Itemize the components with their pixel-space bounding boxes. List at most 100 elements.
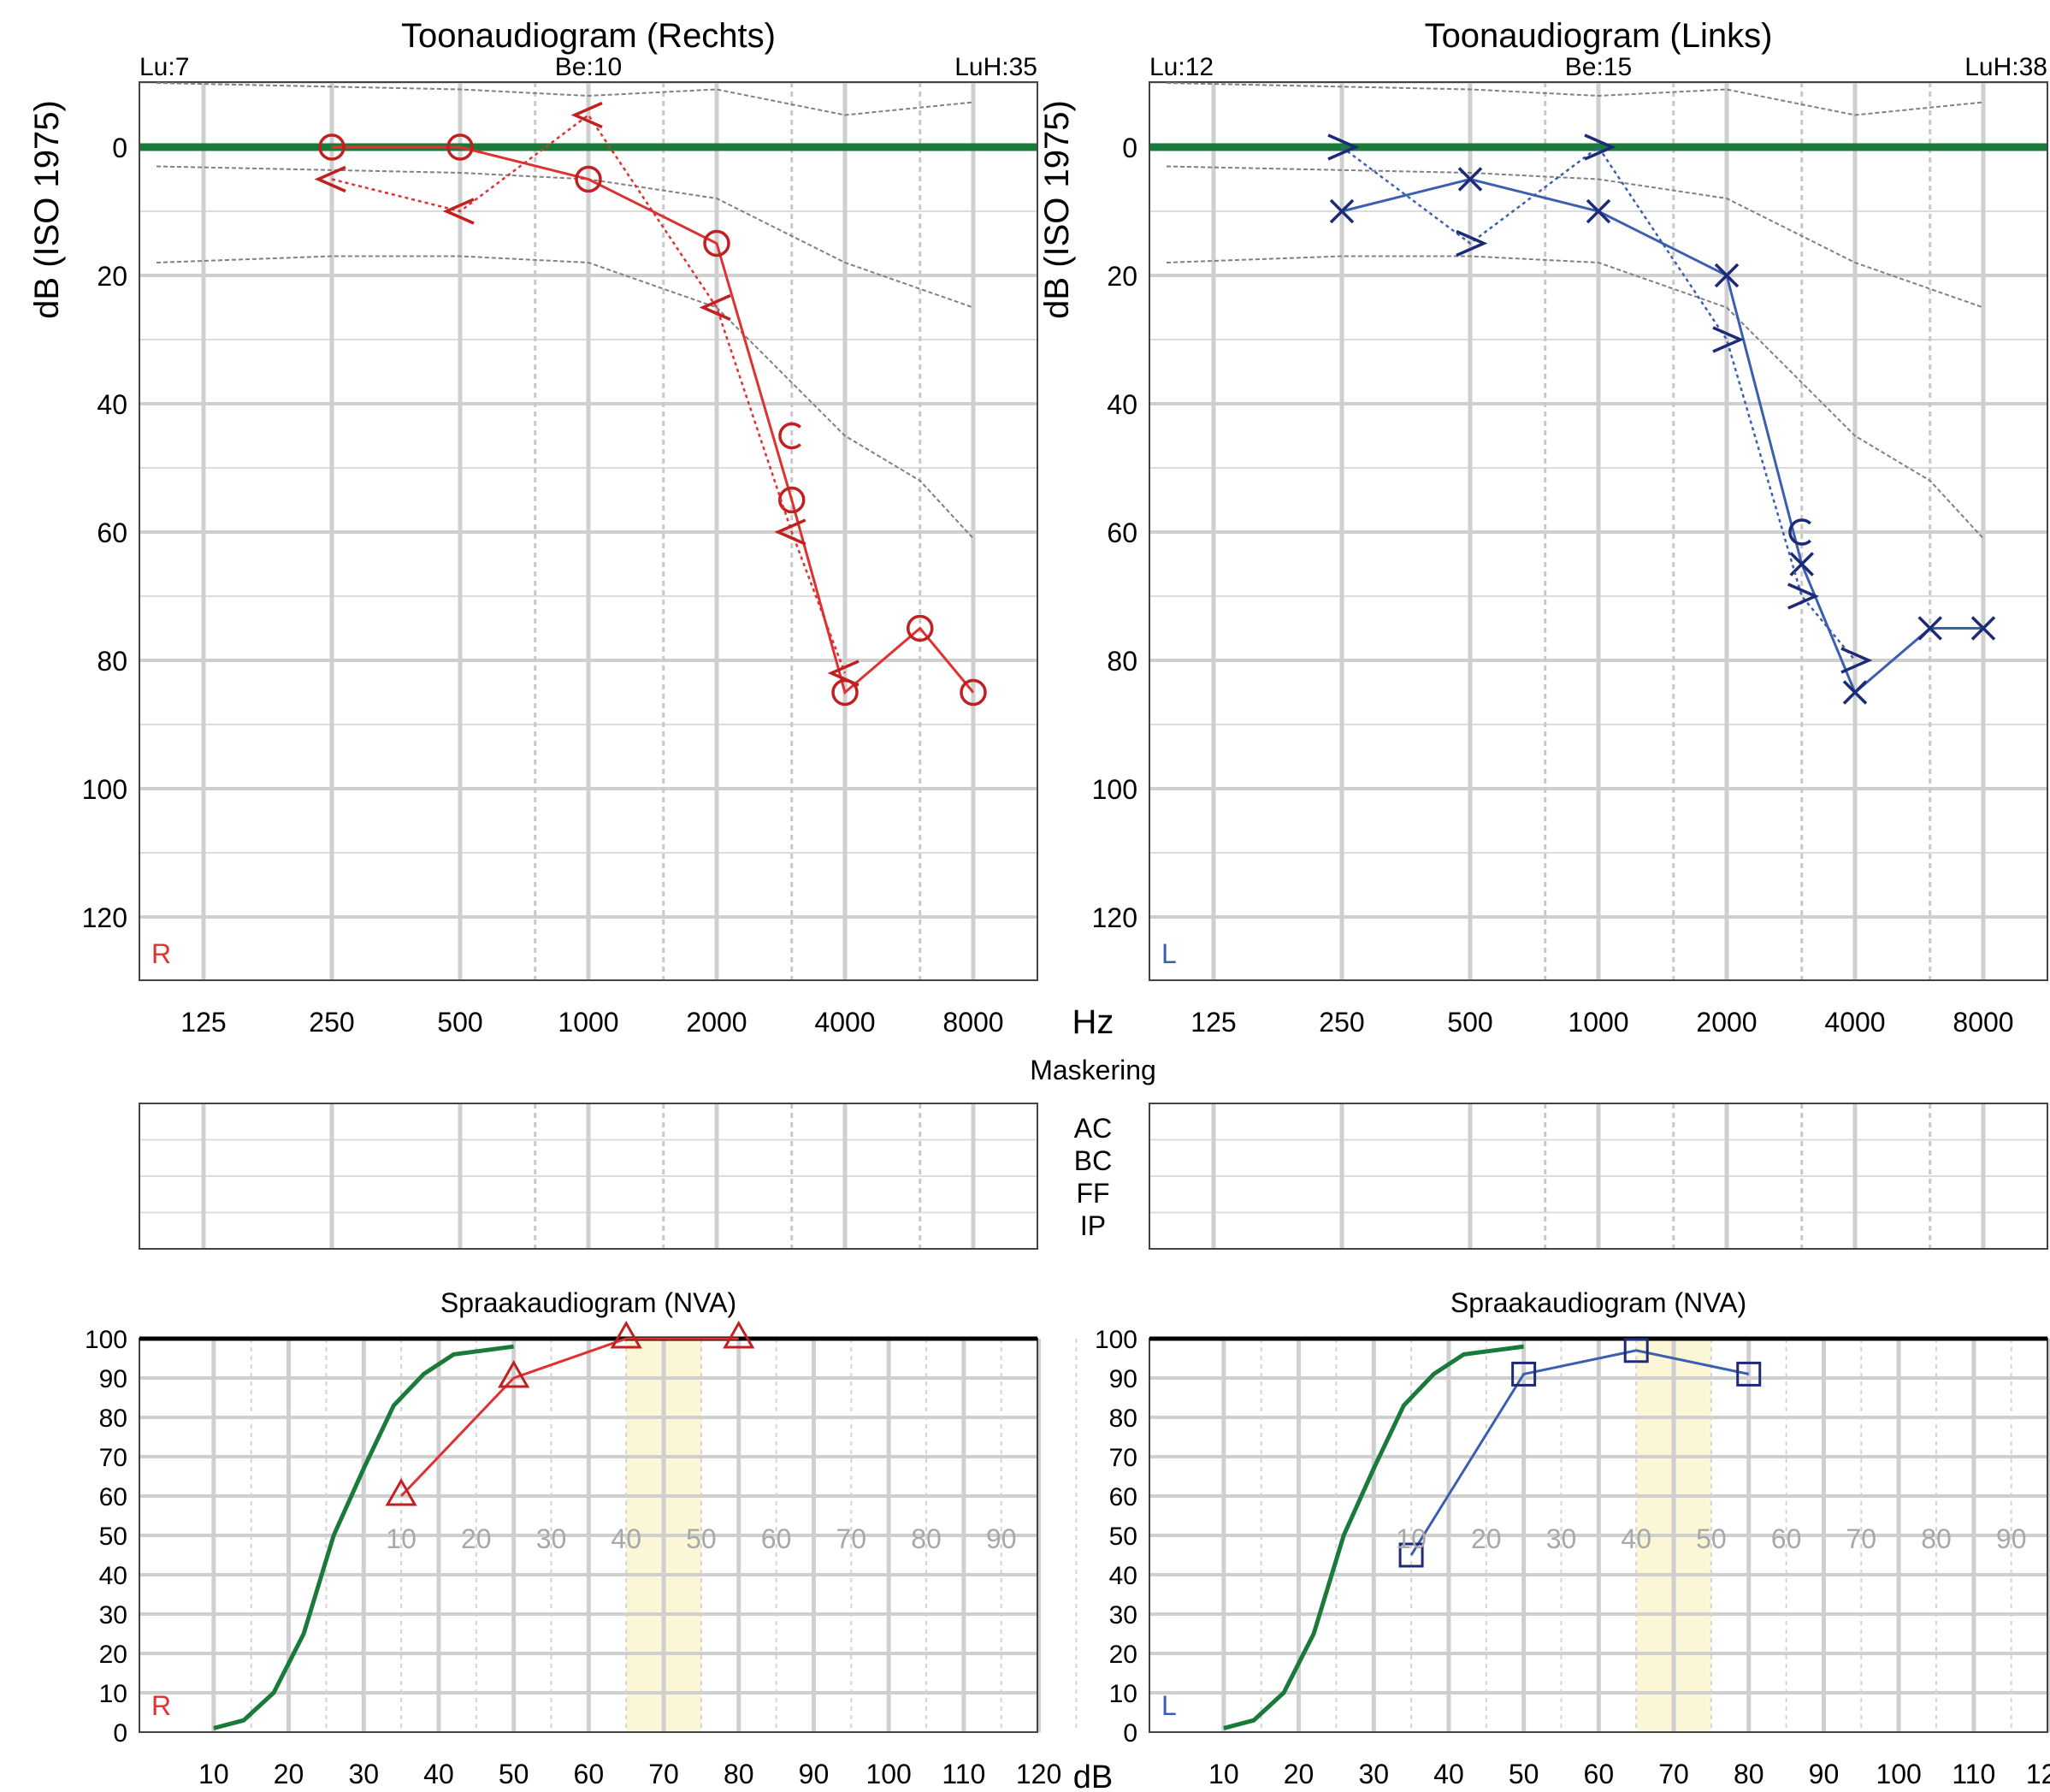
speech-x-tick: 90	[1809, 1759, 1840, 1789]
speech-y-tick: 40	[1109, 1562, 1137, 1590]
speech-inner-tick: 70	[836, 1523, 867, 1554]
speech-y-tick: 80	[99, 1405, 127, 1433]
speech-chart-title: Spraakaudiogram (NVA)	[1450, 1287, 1746, 1318]
norm-reference-line	[1166, 255, 1984, 540]
y-tick-label: 80	[1107, 646, 1137, 677]
speech-inner-tick: 30	[536, 1523, 567, 1554]
speech-x-tick: 110	[942, 1759, 985, 1789]
chart-title: Toonaudiogram (Links)	[1425, 17, 1773, 55]
tone-plot-frame	[1149, 81, 2048, 981]
side-label: R	[151, 1690, 171, 1721]
speech-x-tick: 70	[1658, 1759, 1689, 1789]
x-tick-label: 4000	[814, 1007, 875, 1038]
y-tick-label: 60	[97, 517, 127, 548]
speech-inner-tick: 40	[611, 1523, 641, 1554]
y-tick-label: 40	[97, 389, 127, 420]
header-be: Be:15	[1565, 53, 1632, 81]
speech-x-tick: 60	[574, 1759, 605, 1789]
speech-inner-tick: 80	[1921, 1523, 1952, 1554]
speech-y-tick: 0	[1123, 1719, 1137, 1748]
bone-conduction-marker	[1787, 583, 1820, 610]
ucl-c-marker	[778, 422, 801, 450]
speech-x-unit-label: dB	[1073, 1759, 1113, 1792]
speech-triangle-marker	[498, 1359, 530, 1388]
x-tick-label: 1000	[1568, 1007, 1628, 1038]
speech-x-tick: 20	[274, 1759, 304, 1789]
bone-conduction-marker	[442, 198, 475, 225]
y-axis-label: dB (ISO 1975)	[28, 100, 66, 319]
air-conduction-line	[332, 145, 975, 695]
speech-inner-tick: 90	[1996, 1523, 2027, 1554]
speech-square-marker	[1511, 1361, 1537, 1387]
speech-y-tick: 20	[99, 1641, 127, 1669]
x-tick-label: 250	[1319, 1007, 1364, 1038]
air-conduction-circle-marker	[906, 614, 934, 642]
air-conduction-x-marker	[1329, 198, 1355, 224]
x-tick-label: 8000	[1953, 1007, 2013, 1038]
air-conduction-line	[1341, 177, 1983, 695]
speech-square-marker	[1736, 1361, 1762, 1387]
speech-x-tick: 80	[1734, 1759, 1764, 1789]
speech-x-tick: 60	[1584, 1759, 1615, 1789]
y-tick-label: 120	[1092, 902, 1137, 933]
air-conduction-circle-marker	[318, 133, 346, 161]
speech-x-tick: 40	[1433, 1759, 1464, 1789]
air-conduction-circle-marker	[575, 165, 602, 193]
speech-y-tick: 30	[1109, 1601, 1137, 1629]
header-lu: Lu:12	[1149, 53, 1214, 81]
x-tick-label: 4000	[1824, 1007, 1885, 1038]
air-conduction-x-marker	[1457, 167, 1483, 192]
speech-x-tick: 110	[1952, 1759, 1995, 1789]
speech-x-tick: 80	[724, 1759, 754, 1789]
speech-score-line	[400, 1337, 739, 1498]
air-conduction-x-marker	[1586, 198, 1611, 224]
speech-inner-tick: 90	[986, 1523, 1017, 1554]
speech-y-tick: 90	[1109, 1365, 1137, 1393]
speech-inner-tick: 40	[1621, 1523, 1651, 1554]
speech-inner-tick: 20	[1471, 1523, 1502, 1554]
air-conduction-x-marker	[1917, 616, 1942, 641]
air-conduction-x-marker	[1714, 263, 1740, 288]
tone-plot-frame	[139, 81, 1038, 981]
side-label: R	[151, 938, 171, 969]
speech-triangle-marker	[723, 1320, 755, 1349]
bone-conduction-marker	[1712, 326, 1745, 353]
air-conduction-circle-marker	[446, 133, 474, 161]
speech-inner-tick: 60	[761, 1523, 792, 1554]
y-tick-label: 120	[82, 902, 127, 933]
bone-conduction-marker	[1327, 133, 1360, 161]
masking-row-label: FF	[1076, 1178, 1109, 1209]
speech-x-tick: 30	[1358, 1759, 1389, 1789]
x-tick-label: 2000	[686, 1007, 747, 1038]
header-be: Be:10	[555, 53, 622, 81]
speech-y-tick: 40	[99, 1562, 127, 1590]
speech-y-tick: 70	[99, 1444, 127, 1472]
speech-y-tick: 60	[99, 1483, 127, 1511]
norm-reference-line	[156, 255, 974, 540]
header-luh: LuH:35	[954, 53, 1037, 81]
speech-y-tick: 20	[1109, 1641, 1137, 1669]
bone-conduction-marker	[1456, 229, 1488, 257]
x-tick-label: 500	[437, 1007, 482, 1038]
speech-y-tick: 90	[99, 1365, 127, 1393]
speech-reference-curve	[213, 1344, 514, 1730]
y-axis-label: dB (ISO 1975)	[1038, 100, 1076, 319]
speech-y-tick: 10	[99, 1680, 127, 1708]
norm-reference-line	[156, 165, 974, 309]
speech-x-tick: 120	[1016, 1759, 1061, 1789]
x-tick-label: 1000	[558, 1007, 618, 1038]
y-tick-label: 20	[97, 261, 127, 292]
air-conduction-x-marker	[1789, 552, 1814, 577]
y-tick-label: 0	[1122, 133, 1137, 163]
bone-conduction-line	[331, 113, 847, 674]
masking-row-label: BC	[1074, 1145, 1112, 1176]
bone-conduction-marker	[699, 293, 731, 322]
speech-inner-tick: 10	[386, 1523, 416, 1554]
masking-row-label: AC	[1074, 1113, 1112, 1144]
ucl-c-marker	[1788, 518, 1811, 546]
speech-y-tick: 10	[1109, 1680, 1137, 1708]
air-conduction-circle-marker	[960, 678, 987, 707]
norm-reference-line	[156, 82, 974, 116]
speech-x-tick: 40	[423, 1759, 454, 1789]
x-tick-label: 125	[180, 1007, 226, 1038]
